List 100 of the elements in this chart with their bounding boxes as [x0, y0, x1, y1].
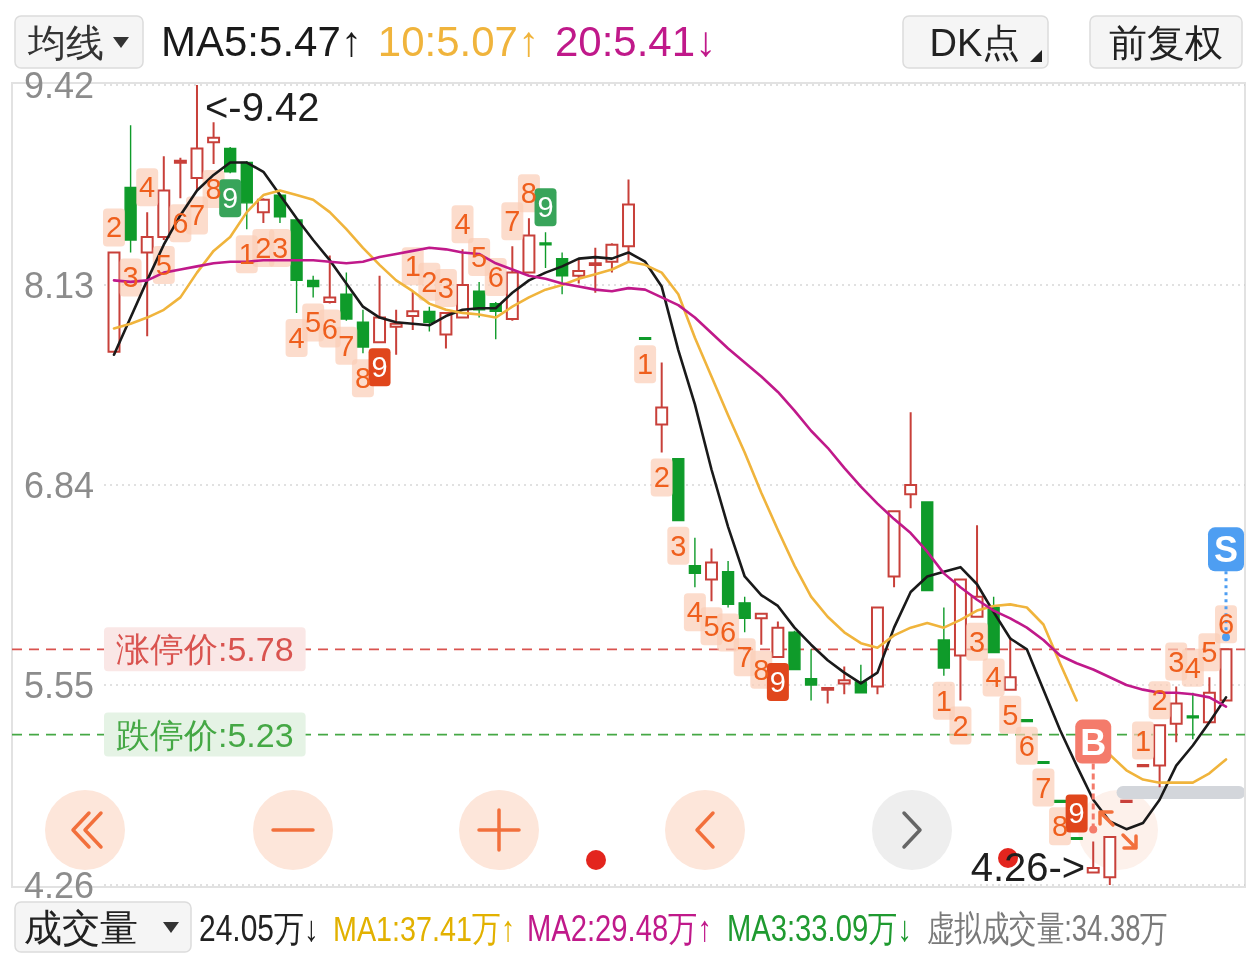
candlestick — [672, 457, 685, 522]
annotation: S — [1213, 529, 1239, 571]
candlestick — [190, 84, 204, 192]
annotation: <-9.42 — [204, 85, 320, 129]
text: 5 — [703, 610, 720, 643]
annotation: B — [1080, 721, 1107, 763]
text: 7 — [338, 329, 355, 362]
candlestick — [173, 156, 187, 200]
text: 4 — [139, 171, 156, 204]
text: 2 — [421, 265, 438, 298]
candlestick — [1219, 648, 1233, 702]
ref-line-label: 跌停价:5.23 — [116, 715, 294, 754]
text: 成交量 — [24, 907, 138, 949]
text: 4 — [1184, 651, 1201, 684]
candlestick — [1153, 724, 1167, 789]
text: 2 — [105, 211, 123, 244]
y-tick-label: 8.13 — [23, 265, 94, 306]
candlestick — [389, 308, 403, 356]
candlestick — [124, 124, 137, 254]
text: MA5:5.47↑ — [161, 18, 362, 65]
candlestick — [256, 197, 270, 224]
text: 8 — [753, 653, 770, 686]
candlestick — [854, 664, 868, 694]
text: 6 — [487, 261, 504, 294]
y-tick-label: 4.26 — [23, 865, 94, 906]
text: 6 — [1217, 608, 1235, 641]
candlestick — [373, 274, 387, 344]
candlestick — [688, 537, 702, 589]
candlestick — [771, 620, 785, 659]
text: 9 — [537, 191, 554, 224]
text: 2 — [255, 231, 272, 264]
text: MA1:37.41万↑ — [333, 908, 516, 949]
candlestick — [356, 309, 370, 354]
text: 5 — [1201, 636, 1218, 669]
text: 9 — [371, 351, 388, 384]
candlestick — [140, 211, 154, 338]
text: 2 — [653, 461, 670, 494]
y-tick-label: 6.84 — [23, 465, 94, 506]
text: 3 — [968, 625, 986, 658]
text: 4 — [985, 661, 1002, 694]
text: 4 — [454, 208, 471, 241]
text: 3 — [437, 271, 455, 304]
legend-title: 均线 — [27, 22, 104, 64]
candlestick — [837, 665, 851, 696]
candlestick — [306, 275, 320, 299]
candlestick — [1169, 685, 1183, 744]
candlestick — [588, 246, 602, 294]
text: 10:5.07↑ — [377, 18, 539, 65]
candlestick — [572, 257, 586, 285]
candlestick — [290, 217, 303, 314]
text: 9 — [1068, 797, 1085, 830]
text: 7 — [188, 199, 206, 232]
candlestick — [887, 510, 901, 589]
candlestick — [921, 501, 934, 592]
candlestick — [754, 612, 768, 646]
text: 虚拟成交量:34.38万 — [927, 908, 1168, 949]
text: 8 — [354, 362, 372, 395]
candlestick — [406, 290, 420, 331]
text: MA3:33.09万↓ — [727, 908, 913, 949]
text: 9 — [222, 182, 239, 215]
candlestick — [904, 411, 918, 510]
text: 4 — [686, 596, 703, 629]
candlestick — [423, 306, 436, 333]
candlestick — [1020, 719, 1034, 723]
candlestick — [157, 155, 171, 242]
candlestick — [340, 271, 353, 322]
ref-line-label: 涨停价:5.78 — [116, 630, 294, 669]
candlestick — [655, 361, 669, 454]
candlestick — [1053, 799, 1067, 803]
text: 9 — [769, 666, 786, 699]
text: 7 — [1035, 771, 1052, 804]
candlestick — [953, 578, 967, 702]
text: 5 — [1002, 698, 1019, 731]
y-tick-label: 5.55 — [23, 665, 94, 706]
text: 7 — [736, 641, 753, 674]
text: 20:5.41↓ — [554, 18, 717, 65]
text: 6 — [1018, 729, 1035, 762]
candlestick — [821, 686, 835, 705]
candlestick — [937, 606, 951, 677]
text: 6 — [321, 312, 338, 345]
text: 3 — [670, 529, 687, 562]
text: 4 — [288, 321, 305, 354]
text: 3 — [271, 231, 289, 264]
candlestick — [721, 560, 735, 609]
text: 2 — [1151, 684, 1168, 717]
text: 8 — [1051, 810, 1069, 843]
candlestick — [1070, 836, 1083, 841]
candlestick — [539, 231, 552, 269]
text: 1 — [637, 348, 654, 381]
candlestick — [1136, 764, 1150, 768]
candlestick — [705, 547, 718, 603]
candlestick — [522, 217, 536, 274]
text: 5 — [305, 306, 322, 339]
text: 前复权 — [1109, 22, 1223, 64]
annotation: 4.26-> — [970, 845, 1086, 889]
text: 2 — [952, 709, 969, 742]
candlestick — [207, 121, 221, 166]
candlestick — [622, 178, 635, 263]
candlestick — [1120, 799, 1133, 803]
text: 1 — [935, 684, 952, 717]
